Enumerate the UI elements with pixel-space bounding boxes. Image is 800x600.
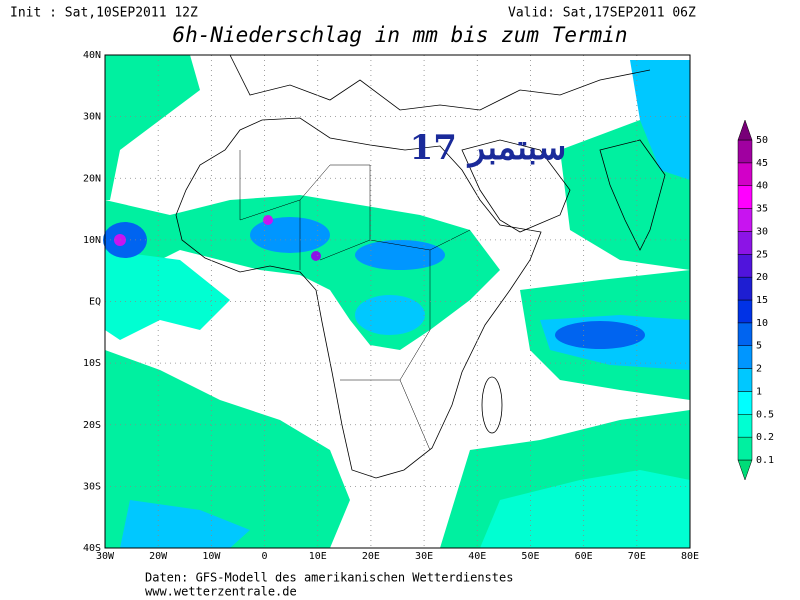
lat-label: EQ [89, 297, 101, 308]
legend-swatch [737, 254, 753, 278]
legend-swatch [737, 231, 753, 255]
lat-label: 20S [83, 420, 101, 431]
madagascar-outline [481, 376, 503, 434]
borders [239, 150, 471, 451]
legend-swatch [737, 368, 753, 392]
precip-area [105, 55, 200, 200]
legend-swatch [737, 139, 753, 164]
lon-label: 10W [202, 551, 221, 562]
legend-swatch [737, 162, 753, 186]
legend-label: 20 [756, 272, 768, 283]
valid-time: Valid: Sat,17SEP2011 06Z [508, 6, 696, 21]
lon-label: 20W [149, 551, 168, 562]
lat-label: 40S [83, 543, 101, 554]
legend-label: 0.1 [756, 455, 774, 466]
country-borders [239, 150, 471, 451]
footer-url: www.wetterzentrale.de [145, 585, 297, 599]
precip-area [120, 500, 250, 548]
lon-label: 20E [362, 551, 380, 562]
legend-swatch [737, 322, 753, 346]
lat-label: 10N [83, 235, 101, 246]
precip-area [250, 217, 330, 253]
legend-label: 50 [756, 135, 768, 146]
legend-label: 10 [756, 318, 768, 329]
map-frame [104, 54, 691, 549]
legend-swatch [737, 414, 753, 438]
precip-area [480, 470, 690, 548]
precip-area [105, 350, 350, 548]
date-overlay: 17 سبتمبر [410, 128, 567, 168]
lat-label: 30S [83, 481, 101, 492]
lon-label: 50E [521, 551, 539, 562]
map-title: 6h-Niederschlag in mm bis zum Termin [172, 23, 627, 47]
legend-label: 25 [756, 249, 768, 260]
lon-label: 30W [96, 551, 115, 562]
legend-swatch [737, 276, 753, 301]
legend-swatch [737, 208, 753, 232]
map-area [103, 54, 691, 549]
legend-triangle-low [737, 459, 753, 481]
arabia-outline [461, 139, 571, 233]
lat-label: 10S [83, 358, 101, 369]
precip-area [263, 215, 273, 225]
lon-label: 60E [575, 551, 593, 562]
lon-label: 10E [309, 551, 327, 562]
lon-label: 70E [628, 551, 646, 562]
footer-source: Daten: GFS-Modell des amerikanischen Wet… [145, 571, 513, 585]
coastlines [175, 54, 666, 479]
africa-outline [175, 117, 542, 479]
precip-area [311, 251, 321, 261]
precip-area [555, 321, 645, 349]
precip-area [105, 250, 230, 340]
init-time: Init : Sat,10SEP2011 12Z [10, 6, 198, 21]
legend-label: 35 [756, 204, 768, 215]
legend-label: 15 [756, 295, 768, 306]
europe-asia-outline [229, 54, 651, 111]
precip-area [355, 295, 425, 335]
legend-label: 5 [756, 341, 762, 352]
legend-label: 0.2 [756, 432, 774, 443]
lat-label: 40N [83, 50, 101, 61]
legend-swatch [737, 391, 753, 415]
legend-swatch [737, 436, 753, 461]
lon-label: 30E [415, 551, 433, 562]
lon-label: 80E [681, 551, 699, 562]
legend-label: 1 [756, 386, 762, 397]
legend-label: 40 [756, 181, 768, 192]
legend-swatch [737, 185, 753, 209]
legend-triangle-high [737, 119, 753, 141]
precip-area [630, 60, 690, 180]
lat-label: 30N [83, 112, 101, 123]
precip-area [355, 240, 445, 270]
legend-label: 0.5 [756, 409, 774, 420]
legend-label: 2 [756, 364, 762, 375]
lat-label: 20N [83, 173, 101, 184]
legend-label: 30 [756, 226, 768, 237]
legend-label: 45 [756, 158, 768, 169]
legend-swatch [737, 345, 753, 369]
lon-label: 40E [468, 551, 486, 562]
legend-swatch [737, 299, 753, 324]
lon-label: 0 [262, 551, 268, 562]
precip-fields [103, 55, 690, 548]
